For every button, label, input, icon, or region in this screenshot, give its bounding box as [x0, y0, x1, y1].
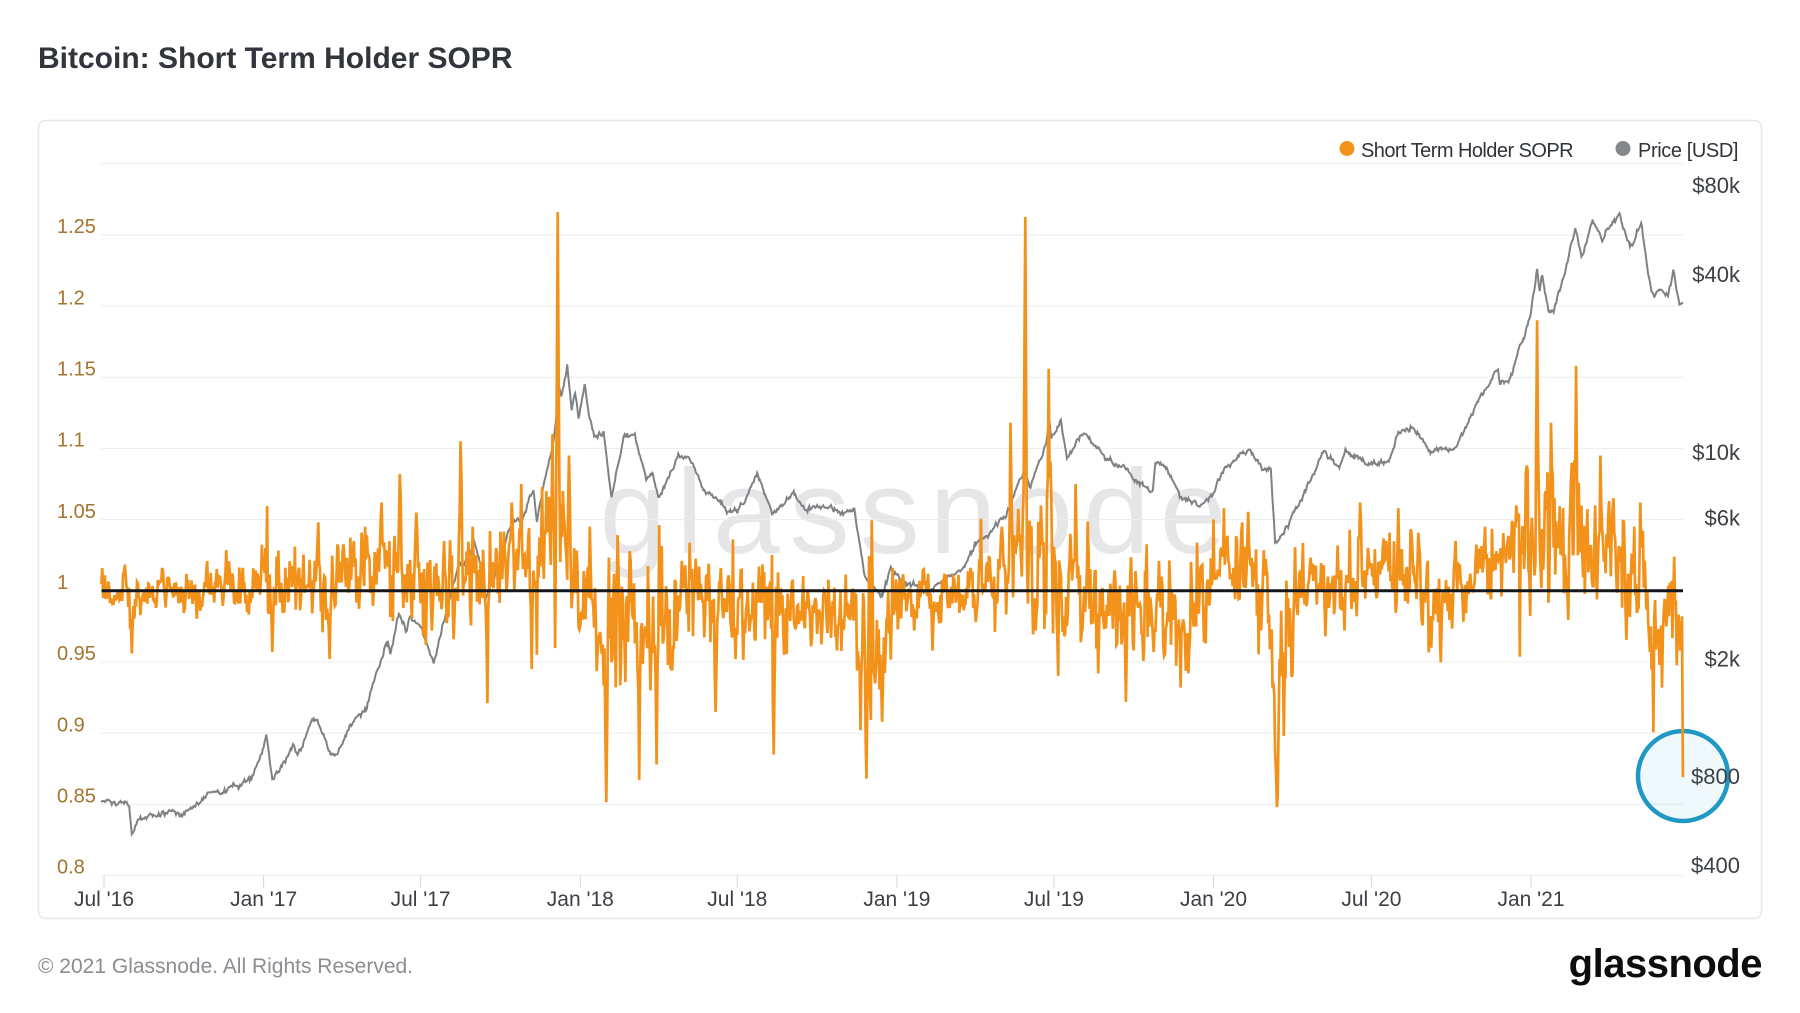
svg-text:© 2021 Glassnode. All Rights R: © 2021 Glassnode. All Rights Reserved.	[38, 955, 413, 978]
svg-text:Jan '20: Jan '20	[1180, 888, 1247, 911]
svg-text:Bitcoin: Short Term Holder SOP: Bitcoin: Short Term Holder SOPR	[38, 42, 513, 75]
svg-text:1.05: 1.05	[57, 501, 96, 523]
svg-text:$6k: $6k	[1705, 506, 1741, 531]
svg-text:1.15: 1.15	[57, 358, 96, 380]
svg-text:0.9: 0.9	[57, 714, 85, 736]
svg-text:Jul '17: Jul '17	[391, 888, 451, 911]
svg-text:1.2: 1.2	[57, 287, 85, 309]
svg-text:$40k: $40k	[1692, 262, 1741, 287]
svg-text:Jul '19: Jul '19	[1024, 888, 1084, 911]
svg-text:Jan '18: Jan '18	[547, 888, 614, 911]
svg-text:0.95: 0.95	[57, 643, 96, 665]
svg-text:Price [USD]: Price [USD]	[1638, 140, 1738, 162]
svg-text:0.85: 0.85	[57, 786, 96, 808]
svg-text:Jul '16: Jul '16	[74, 888, 134, 911]
svg-text:$400: $400	[1691, 853, 1740, 878]
svg-text:Jan '19: Jan '19	[863, 888, 930, 911]
svg-text:1.1: 1.1	[57, 430, 85, 452]
svg-text:glassnode: glassnode	[1569, 942, 1762, 986]
svg-text:1.25: 1.25	[57, 216, 96, 238]
svg-text:$80k: $80k	[1692, 173, 1741, 198]
svg-text:0.8: 0.8	[57, 857, 85, 879]
svg-text:Short Term Holder SOPR: Short Term Holder SOPR	[1361, 140, 1573, 162]
svg-text:$10k: $10k	[1692, 440, 1741, 465]
svg-text:Jan '21: Jan '21	[1497, 888, 1564, 911]
svg-text:$2k: $2k	[1705, 646, 1741, 671]
svg-text:Jul '18: Jul '18	[707, 888, 767, 911]
svg-text:1: 1	[57, 572, 68, 594]
svg-text:Jan '17: Jan '17	[230, 888, 297, 911]
svg-text:$800: $800	[1691, 764, 1740, 789]
svg-text:Jul '20: Jul '20	[1341, 888, 1401, 911]
